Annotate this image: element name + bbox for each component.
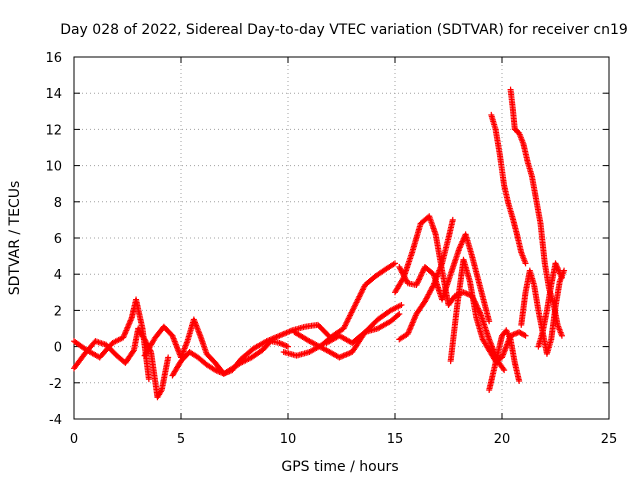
data-point [561,267,568,274]
data-point [414,280,421,287]
data-point [413,282,420,289]
data-point [486,318,493,325]
x-tick-label: 15 [387,432,404,447]
series-track-3 [141,316,291,377]
data-point [418,270,425,277]
series-track-15 [518,267,568,357]
data-point [416,276,423,283]
data-point [285,343,291,350]
x-tick-label: 5 [177,432,185,447]
data-point [392,260,398,267]
y-tick-label: 12 [45,123,62,138]
data-point [417,273,424,280]
data-point [558,332,565,339]
data-point [521,332,528,339]
data-point [419,269,426,276]
y-axis-label: SDTVAR / TECUs [7,181,23,296]
data-point [414,279,421,286]
series-track-10 [396,216,456,343]
series-track-12 [486,327,523,394]
data-point [500,365,507,372]
data-point [419,268,426,275]
data-point [165,354,172,361]
y-tick-label: -4 [49,413,62,428]
series-track-4 [169,321,332,379]
y-tick-label: 2 [54,304,62,319]
grid [74,57,609,419]
x-axis-label: GPS time / hours [281,459,398,475]
axes [73,56,610,420]
x-tick-label: 25 [601,432,618,447]
y-tick-label: 4 [54,268,62,283]
x-tick-label: 20 [494,432,511,447]
data-point [416,275,423,282]
series-track-9 [396,231,493,325]
data-point [449,216,456,223]
data-point [415,277,422,284]
series-track-7 [323,311,403,346]
data-point [418,272,425,279]
data-point [398,301,405,308]
x-tick-label: 0 [70,432,78,447]
series-track-2 [71,296,152,383]
data-point [324,331,331,338]
series-track-16 [535,260,565,350]
data-points [71,86,568,401]
data-point [516,377,523,384]
y-tick-label: 10 [45,160,62,175]
series-track-5 [280,260,398,359]
x-tick-label: 10 [280,432,297,447]
data-point [558,274,565,281]
y-tick-label: 16 [45,51,62,66]
series-track-1 [71,325,172,401]
chart-title: Day 028 of 2022, Sidereal Day-to-day VTE… [60,22,628,38]
data-point [130,348,137,355]
data-point [396,311,403,318]
data-point [395,312,402,319]
y-tick-label: 6 [54,232,62,247]
data-point [429,283,436,290]
y-tick-label: 14 [45,87,62,102]
y-tick-label: -2 [49,377,62,392]
data-point [522,332,529,339]
series-track-13 [488,111,529,267]
data-point [522,260,529,267]
labels: Day 028 of 2022, Sidereal Day-to-day VTE… [7,22,628,475]
data-point [501,367,508,374]
y-tick-label: 8 [54,196,62,211]
y-tick-label: 0 [54,341,62,356]
data-point [145,376,152,383]
